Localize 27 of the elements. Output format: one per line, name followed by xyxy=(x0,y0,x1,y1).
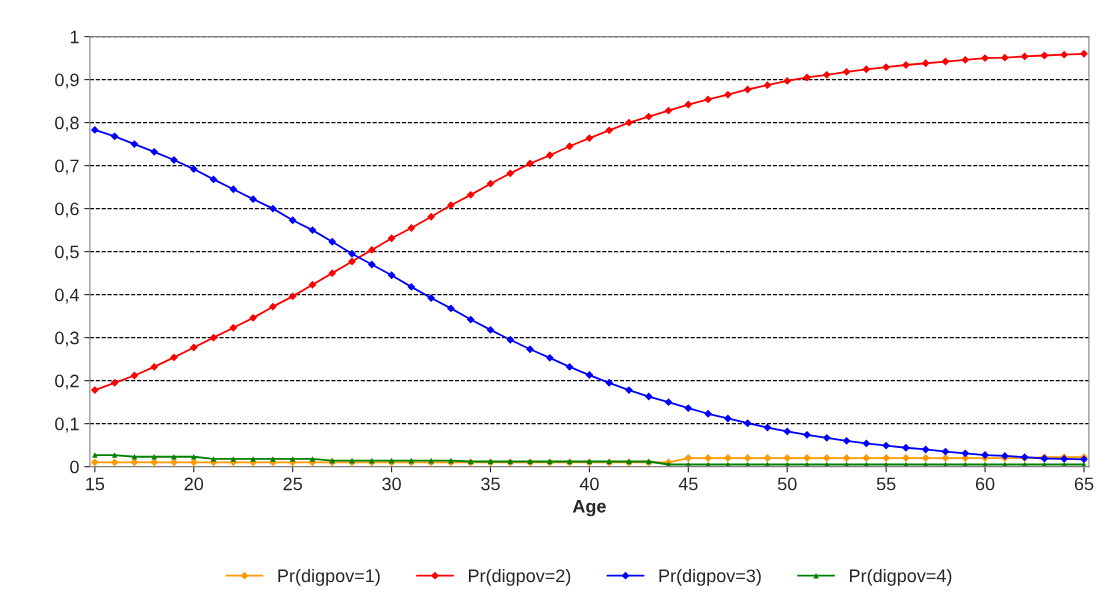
x-axis-title: Age xyxy=(572,500,606,517)
legend-label: Pr(digpov=3) xyxy=(659,568,761,586)
x-tick-label: 55 xyxy=(876,477,896,491)
x-tick-label: 65 xyxy=(1074,477,1094,491)
y-tick-label: 0,4 xyxy=(55,288,79,304)
y-tick-label: 0 xyxy=(70,460,79,474)
x-tick-label: 15 xyxy=(86,477,105,491)
x-tick-label: 35 xyxy=(481,477,500,491)
y-tick-label: 0,2 xyxy=(55,374,79,390)
x-tick-label: 50 xyxy=(777,477,797,491)
y-tick-label: 0,6 xyxy=(55,202,79,218)
x-tick-label: 45 xyxy=(678,477,698,491)
legend-label: Pr(digpov=2) xyxy=(468,568,571,586)
legend-label: Pr(digpov=1) xyxy=(278,568,380,586)
legend-label: Pr(digpov=4) xyxy=(850,568,952,586)
y-tick-label: 1 xyxy=(70,30,79,44)
y-tick-label: 0,9 xyxy=(55,73,79,89)
y-tick-label: 0,7 xyxy=(55,159,79,175)
x-tick-label: 40 xyxy=(579,477,599,491)
y-tick-label: 0,3 xyxy=(55,331,79,347)
x-tick-label: 60 xyxy=(975,477,995,491)
y-tick-label: 0,1 xyxy=(55,417,79,433)
x-tick-label: 30 xyxy=(382,477,401,491)
y-tick-label: 0,8 xyxy=(55,116,79,132)
y-tick-label: 0,5 xyxy=(55,245,79,261)
x-tick-label: 20 xyxy=(184,477,204,491)
x-tick-label: 25 xyxy=(283,477,302,491)
